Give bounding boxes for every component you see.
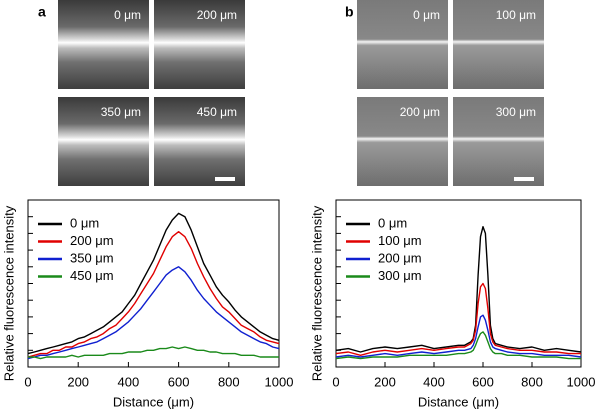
legend-label: 450 μm [70, 268, 114, 283]
micrograph [58, 0, 149, 89]
plot-frame [335, 199, 582, 368]
x-tick-label: 0 [332, 374, 339, 389]
legend-label: 200 μm [378, 250, 422, 265]
series-line [27, 266, 280, 360]
x-tick-label: 800 [521, 374, 543, 389]
micrograph [453, 97, 544, 186]
x-tick-label: 1000 [265, 374, 294, 389]
x-tick-label: 800 [218, 374, 240, 389]
micrograph [357, 97, 448, 186]
micrograph [154, 97, 245, 186]
legend-label: 300 μm [378, 268, 422, 283]
micrograph [453, 0, 544, 89]
legend-label: 100 μm [378, 233, 422, 248]
y-axis-label: Relative fluorescence intensity [1, 205, 16, 381]
scale-bar [215, 177, 235, 181]
legend-label: 0 μm [378, 215, 407, 230]
plot-frame [27, 199, 280, 368]
image-label: 100 μm [496, 8, 536, 22]
x-tick-label: 600 [472, 374, 494, 389]
series-line [28, 346, 279, 360]
image-label: 200 μm [400, 105, 440, 119]
series-line [335, 314, 582, 358]
image-label: 350 μm [101, 105, 141, 119]
x-tick-label: 0 [24, 374, 31, 389]
x-tick-label: 400 [423, 374, 445, 389]
x-tick-label: 200 [67, 374, 89, 389]
series-line [335, 282, 581, 356]
series-line [335, 331, 581, 360]
micrograph [154, 0, 245, 89]
panel-label: a [38, 4, 46, 20]
scale-bar [514, 177, 534, 181]
x-tick-label: 1000 [567, 374, 596, 389]
series-line [27, 231, 280, 358]
image-label: 450 μm [197, 105, 237, 119]
legend-label: 0 μm [70, 215, 99, 230]
micrograph [58, 97, 149, 186]
image-label: 200 μm [197, 8, 237, 22]
panel-label: b [345, 4, 354, 20]
y-axis-label: Relative fluorescence intensity [309, 205, 324, 381]
series-line [27, 212, 280, 355]
image-label: 0 μm [114, 8, 141, 22]
x-tick-label: 200 [374, 374, 396, 389]
x-tick-label: 600 [168, 374, 190, 389]
series-line [335, 226, 582, 353]
x-tick-label: 400 [118, 374, 140, 389]
x-axis-label: Distance (μm) [113, 394, 194, 409]
image-label: 0 μm [413, 8, 440, 22]
image-label: 300 μm [496, 105, 536, 119]
legend-label: 350 μm [70, 250, 114, 265]
x-axis-label: Distance (μm) [418, 394, 499, 409]
micrograph [357, 0, 448, 89]
legend-label: 200 μm [70, 233, 114, 248]
